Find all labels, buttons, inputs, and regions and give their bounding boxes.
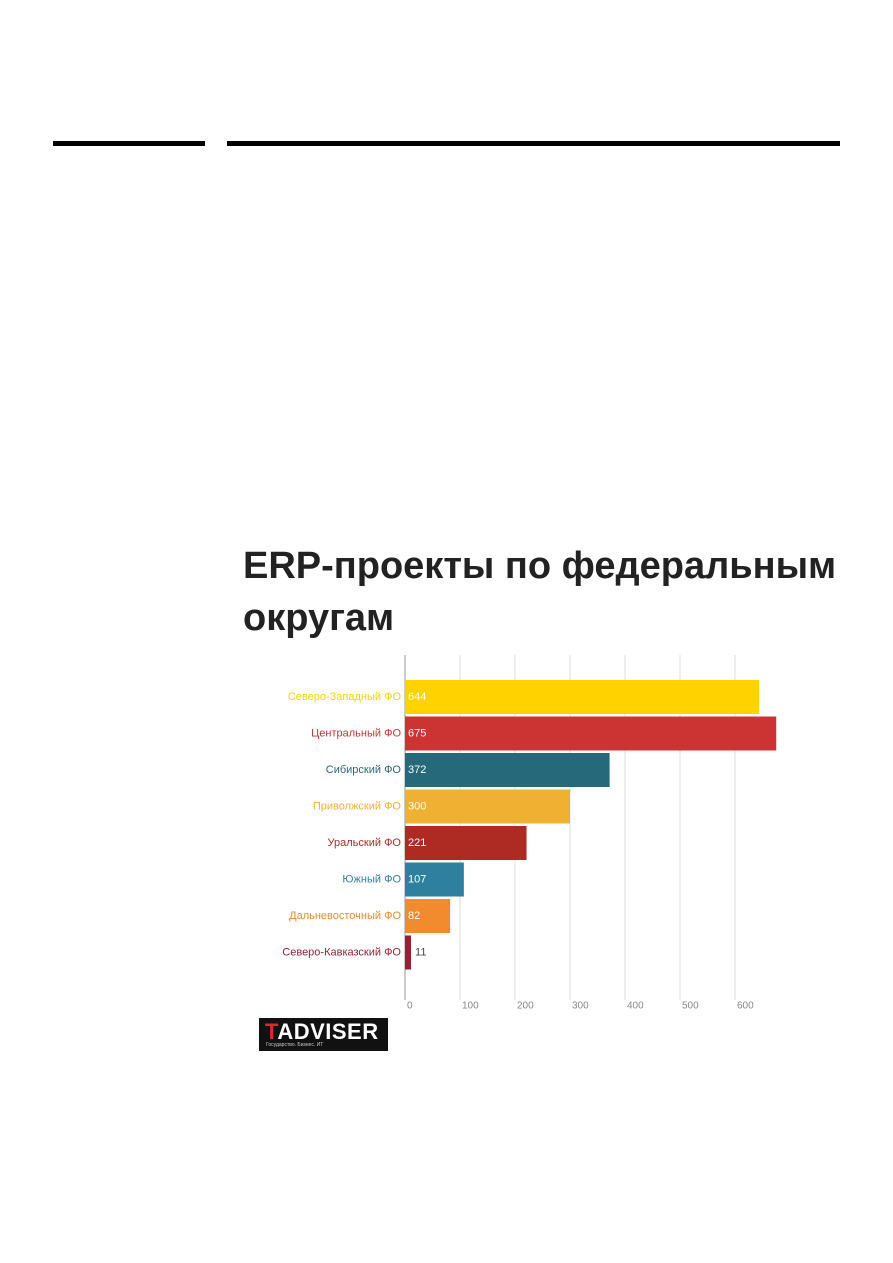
bar (405, 753, 610, 787)
rule (53, 141, 205, 146)
logo-mark: T (265, 1019, 278, 1044)
value-label: 107 (408, 873, 426, 885)
y-tick-label: Северо-Кавказский ФО (282, 946, 401, 958)
value-label: 221 (408, 837, 426, 849)
logo-name: ADVISER (277, 1019, 379, 1044)
x-tick-label: 600 (737, 1001, 754, 1012)
x-tick-label: 200 (517, 1001, 534, 1012)
chart-title: ERP-проекты по федеральным округам (243, 545, 837, 639)
y-tick-label: Северо-Западный ФО (288, 691, 402, 703)
y-tick-label: Центральный ФО (311, 727, 401, 739)
bar (405, 899, 451, 933)
y-tick-label: Южный ФО (342, 873, 401, 885)
logo-text: TADVISER (265, 1019, 379, 1045)
x-tick-label: 500 (682, 1001, 699, 1012)
x-tick-label: 400 (627, 1001, 644, 1012)
value-label: 372 (408, 764, 426, 776)
y-tick-label: Уральский ФО (328, 837, 402, 849)
y-tick-label: Приволжский ФО (313, 800, 402, 812)
y-tick-label: Сибирский ФО (326, 764, 402, 776)
logo-tagline: Государство. Бизнес. ИТ (266, 1042, 324, 1048)
bar (405, 935, 412, 970)
value-label: 11 (415, 946, 426, 958)
value-label: 644 (408, 691, 426, 703)
logo: TADVISER Государство. Бизнес. ИТ (259, 1018, 388, 1051)
value-label: 675 (408, 727, 426, 739)
y-tick-label: Дальневосточный ФО (289, 910, 401, 922)
bar (405, 826, 527, 860)
bar (405, 862, 464, 897)
rule (227, 141, 840, 146)
x-tick-label: 300 (572, 1001, 589, 1012)
bar (405, 716, 777, 751)
bar (405, 680, 760, 714)
x-tick-label: 100 (462, 1001, 479, 1012)
bar (405, 789, 570, 824)
value-label: 300 (408, 800, 426, 812)
x-tick-label: 0 (407, 1001, 413, 1012)
value-label: 82 (408, 910, 420, 922)
